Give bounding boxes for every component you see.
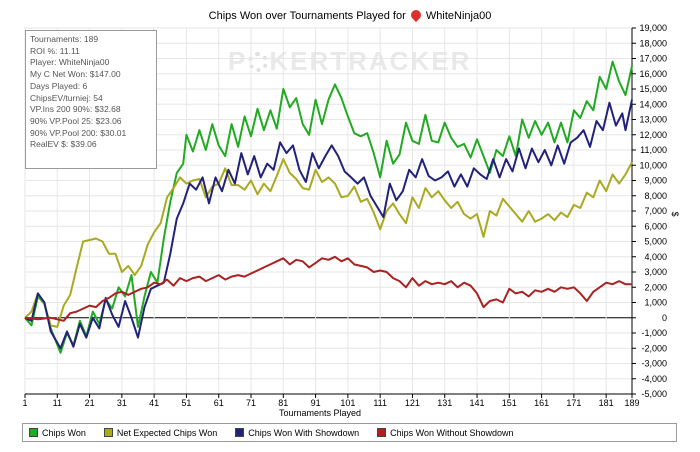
x-tick-label: 161 — [534, 398, 549, 408]
y-tick-label: 16,000 — [639, 69, 667, 79]
x-tick-label: 51 — [181, 398, 191, 408]
legend-item: Chips Won — [29, 428, 86, 438]
x-tick-label: 189 — [624, 398, 639, 408]
stat-line: 90% VP.Pool 25: $23.06 — [30, 115, 122, 126]
stat-line: VP.Ins 200 90%: $32.68 — [30, 104, 121, 115]
chart-title: Chips Won over Tournaments Played for Wh… — [0, 7, 700, 23]
y-tick-label: 13,000 — [639, 115, 667, 125]
legend-item: Net Expected Chips Won — [103, 427, 218, 438]
stat-line: ChipsEV/turniej: 54 — [30, 92, 103, 103]
stat-line: RealEV $: $39.06 — [30, 139, 97, 150]
y-tick-label: 11,000 — [640, 145, 667, 155]
stat-line: My C Net Won: $147.00 — [30, 69, 121, 80]
x-tick-label: 21 — [85, 398, 95, 408]
legend-label: Chips Won With Showdown — [248, 427, 360, 438]
legend-item: Chips Won With Showdown — [235, 428, 359, 438]
stat-line: Player: WhiteNinja00 — [30, 57, 110, 68]
watermark-left: P — [228, 46, 248, 76]
legend-label: Net Expected Chips Won — [116, 427, 218, 438]
y-tick-label: 9,000 — [644, 176, 667, 186]
y-tick-label: 15,000 — [639, 84, 667, 94]
x-tick-label: 101 — [340, 398, 355, 408]
legend: Chips Won Net Expected Chips Won Chips Won… — [22, 423, 677, 442]
y-tick-label: -2,000 — [641, 343, 667, 353]
y-tick-label: 17,000 — [639, 54, 667, 64]
x-tick-label: 181 — [599, 398, 614, 408]
y-axis-label: $ — [670, 211, 680, 216]
x-tick-label: 1 — [22, 398, 27, 408]
y-tick-label: 5,000 — [644, 237, 667, 247]
x-tick-label: 61 — [214, 398, 224, 408]
stat-line: Tournaments: 189 — [30, 34, 99, 44]
chart-title-player: WhiteNinja00 — [425, 10, 492, 22]
x-tick-label: 81 — [278, 398, 288, 408]
x-tick-label: 131 — [437, 398, 452, 408]
x-tick-label: 151 — [502, 398, 517, 408]
legend-label: Chips Won Without Showdown — [390, 427, 514, 438]
legend-label: Chips Won — [42, 427, 86, 438]
y-tick-label: 8,000 — [644, 191, 667, 201]
x-axis-label: Tournaments Played — [279, 408, 361, 418]
x-tick-label: 41 — [149, 398, 159, 408]
x-tick-label: 11 — [53, 398, 62, 408]
legend-swatch — [235, 428, 245, 437]
x-tick-label: 91 — [311, 398, 321, 408]
series-line-0 — [24, 60, 633, 354]
series-line-3 — [24, 255, 632, 322]
stat-line: Days Played: 6 — [30, 80, 88, 91]
y-tick-label: 7,000 — [644, 206, 667, 216]
y-tick-label: 3,000 — [644, 267, 667, 277]
legend-swatch — [29, 428, 38, 437]
y-tick-label: 10,000 — [639, 160, 667, 170]
x-tick-label: 111 — [373, 398, 387, 408]
y-tick-label: 12,000 — [639, 130, 667, 140]
pokertracker-watermark: P KERTRACKER — [228, 46, 471, 77]
y-tick-label: -3,000 — [641, 359, 667, 369]
y-tick-label: -1,000 — [641, 328, 667, 338]
poker-chip-icon — [248, 52, 269, 72]
y-tick-label: 1,000 — [644, 298, 667, 308]
stat-line: ROI %: 11.11 — [30, 45, 80, 56]
x-tick-label: 71 — [246, 398, 256, 408]
x-tick-label: 171 — [566, 398, 581, 408]
watermark-right: KERTRACKER — [269, 46, 472, 76]
legend-item: Chips Won Without Showdown — [377, 427, 514, 438]
y-tick-label: 4,000 — [644, 252, 667, 262]
y-tick-label: 18,000 — [639, 38, 667, 48]
series-line-2 — [24, 99, 633, 350]
series-line-1 — [24, 158, 633, 328]
x-tick-label: 141 — [470, 398, 485, 408]
stats-panel: Tournaments: 189 ROI %: 11.11 Player: Whit… — [25, 30, 157, 169]
y-tick-label: -5,000 — [641, 389, 667, 399]
y-tick-label: 2,000 — [644, 282, 667, 292]
chart-title-text: Chips Won over Tournaments Played for — [208, 10, 406, 22]
legend-swatch — [103, 428, 113, 437]
x-tick-label: 121 — [405, 398, 420, 408]
y-tick-label: 0 — [662, 313, 667, 323]
legend-swatch — [377, 428, 387, 437]
y-tick-label: 14,000 — [639, 99, 667, 109]
stat-line: 90% VP.Pool 200: $30.01 — [30, 127, 127, 138]
x-tick-label: 31 — [117, 398, 127, 408]
y-tick-label: -4,000 — [641, 374, 667, 384]
y-tick-label: 19,000 — [639, 23, 667, 33]
y-tick-label: 6,000 — [644, 221, 667, 231]
